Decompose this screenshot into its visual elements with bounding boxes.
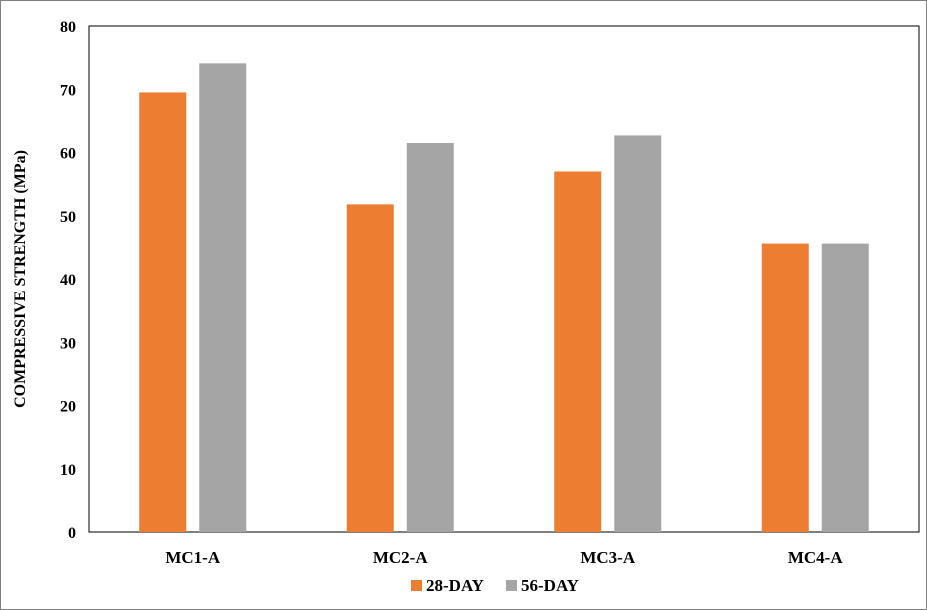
- legend-swatch-56-day: [506, 580, 517, 591]
- y-tick-label: 0: [68, 525, 76, 542]
- legend-swatch-28-day: [411, 580, 422, 591]
- legend: 28-DAY 56-DAY: [411, 576, 579, 595]
- bars: [139, 63, 869, 533]
- y-tick-label: 20: [60, 399, 76, 416]
- y-tick-label: 50: [60, 209, 76, 226]
- y-tick-label: 70: [60, 82, 76, 99]
- legend-label-28-day: 28-DAY: [426, 576, 484, 595]
- x-category-label: MC2-A: [373, 548, 428, 567]
- bar-28-day-mc1-a: [139, 92, 187, 532]
- x-category-label: MC4-A: [788, 548, 843, 567]
- y-tick-label: 40: [60, 272, 76, 289]
- bar-56-day-mc3-a: [614, 135, 662, 533]
- x-category-label: MC3-A: [580, 548, 635, 567]
- y-tick-label: 80: [60, 19, 76, 36]
- bar-56-day-mc2-a: [406, 143, 454, 532]
- legend-label-56-day: 56-DAY: [521, 576, 579, 595]
- y-tick-label: 30: [60, 335, 76, 352]
- bar-28-day-mc4-a: [761, 243, 809, 532]
- bar-56-day-mc4-a: [821, 243, 869, 532]
- y-tick-label: 60: [60, 146, 76, 163]
- bar-56-day-mc1-a: [199, 63, 247, 532]
- bar-28-day-mc3-a: [554, 171, 602, 532]
- axes: 0 10 20 30 40 50 60 70 80 MC1-A MC2-A MC3-A MC4-A: [60, 19, 843, 567]
- y-tick-label: 10: [60, 462, 76, 479]
- y-axis-title: COMPRESSIVE STRENGTH (MPa): [12, 150, 29, 408]
- bar-28-day-mc2-a: [346, 204, 394, 533]
- x-category-label: MC1-A: [165, 548, 220, 567]
